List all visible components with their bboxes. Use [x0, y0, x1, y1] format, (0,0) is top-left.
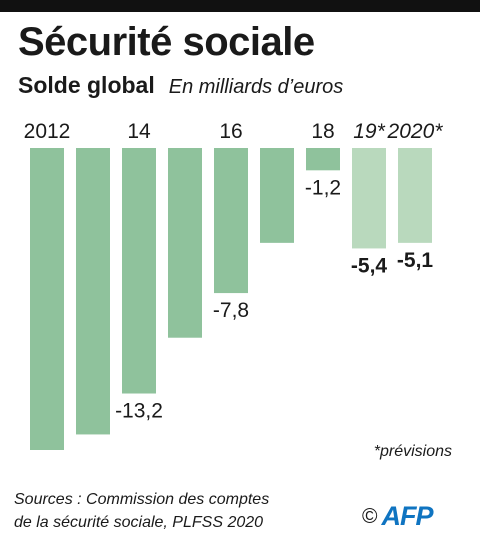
data-label: -1,2	[305, 176, 341, 199]
top-bar	[0, 0, 480, 12]
data-label: -7,8	[213, 299, 249, 322]
bar-2019	[352, 148, 386, 249]
afp-logo: © AFP	[362, 501, 433, 531]
bar-2017	[260, 148, 294, 243]
data-label: -5,4	[351, 254, 388, 277]
chart-subtitle: Solde global	[18, 72, 155, 98]
chart-title: Sécurité sociale	[18, 20, 315, 64]
x-tick-label: 16	[219, 120, 242, 143]
forecast-footnote: *prévisions	[373, 443, 452, 460]
bar-2012	[30, 148, 64, 450]
x-tick-label: 18	[311, 120, 334, 143]
sources-line-1: Sources : Commission des comptes	[14, 491, 270, 508]
bar-2018	[306, 148, 340, 171]
sources-line-2: de la sécurité sociale, PLFSS 2020	[14, 514, 264, 531]
afp-logo-text: AFP	[381, 501, 433, 531]
unit-label: En milliards d’euros	[168, 76, 344, 98]
x-tick-label: 19*	[353, 120, 385, 143]
data-label: -13,2	[115, 400, 163, 423]
data-label: -5,1	[397, 249, 434, 272]
subtitle-row: Solde global En milliards d’euros	[18, 72, 343, 99]
x-tick-label: 2012	[24, 120, 71, 143]
copyright-icon: ©	[362, 504, 378, 528]
bar-2014	[122, 148, 156, 394]
x-tick-label: 14	[127, 120, 151, 143]
bar-2020	[398, 148, 432, 243]
bar-chart: 2012-17,514-13,216-7,818-1,219*-5,42020*…	[24, 120, 444, 450]
bar-2013	[76, 148, 110, 435]
bar-2016	[214, 148, 248, 294]
sources-note: Sources : Commission des comptes de la s…	[14, 488, 354, 534]
bar-2015	[168, 148, 202, 338]
x-tick-label: 2020*	[387, 120, 444, 143]
